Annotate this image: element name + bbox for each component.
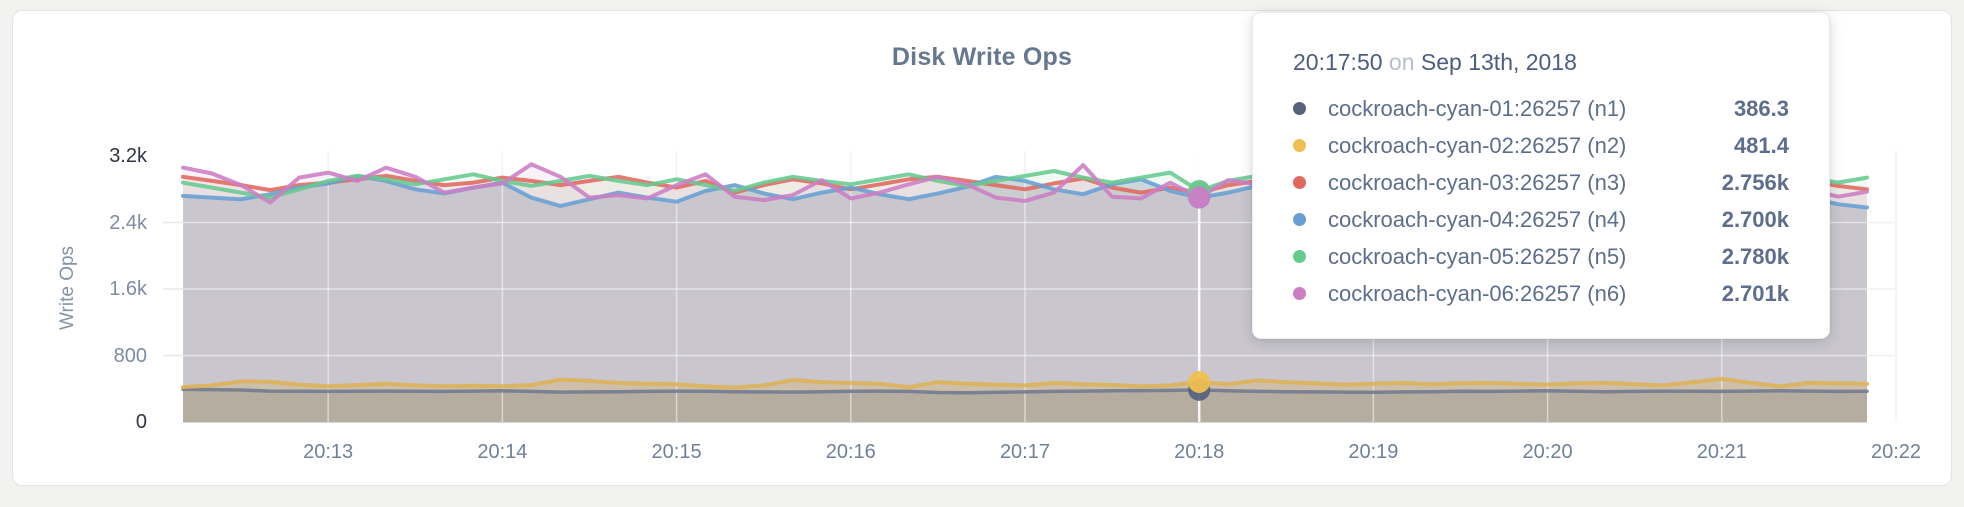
tooltip-series-name: cockroach-cyan-05:26257 (n5): [1328, 243, 1627, 269]
hover-point-dot: [1188, 370, 1211, 393]
x-tick-label: 20:22: [1870, 441, 1922, 463]
tooltip-row: cockroach-cyan-03:26257 (n3) 2.756k: [1293, 164, 1789, 201]
tooltip-series-name: cockroach-cyan-04:26257 (n4): [1328, 206, 1627, 232]
y-tick-label: 3.2k: [109, 145, 147, 167]
x-tick-label: 20:15: [651, 441, 702, 463]
tooltip-series-value: 2.756k: [1721, 169, 1789, 195]
y-tick-label: 2.4k: [109, 211, 147, 234]
series-color-dot-icon: [1293, 250, 1306, 263]
tooltip-row: cockroach-cyan-06:26257 (n6) 2.701k: [1293, 275, 1789, 312]
tooltip-on-word: on: [1388, 49, 1415, 75]
series-color-dot-icon: [1293, 213, 1306, 226]
x-tick-label: 20:20: [1522, 441, 1573, 463]
tooltip-series-value: 386.3: [1733, 95, 1789, 121]
series-color-dot-icon: [1293, 287, 1306, 300]
y-tick-label: 1.6k: [109, 278, 147, 300]
tooltip-time: 20:17:50: [1293, 49, 1383, 75]
tooltip-series-name: cockroach-cyan-03:26257 (n3): [1328, 169, 1627, 195]
x-tick-label: 20:19: [1348, 441, 1399, 463]
tooltip-header: 20:17:50 on Sep 13th, 2018: [1293, 49, 1789, 76]
tooltip-series-value: 2.701k: [1721, 280, 1789, 306]
tooltip-row: cockroach-cyan-05:26257 (n5) 2.780k: [1293, 238, 1789, 275]
tooltip-series-name: cockroach-cyan-02:26257 (n2): [1328, 132, 1627, 158]
x-tick-label: 20:17: [999, 441, 1050, 463]
tooltip-row: cockroach-cyan-02:26257 (n2) 481.4: [1293, 127, 1789, 164]
tooltip-row: cockroach-cyan-01:26257 (n1) 386.3: [1293, 90, 1789, 127]
tooltip-series-value: 2.780k: [1721, 243, 1789, 269]
series-line: [181, 387, 1869, 395]
x-tick-label: 20:21: [1696, 441, 1747, 463]
tooltip-date: Sep 13th, 2018: [1420, 49, 1577, 75]
series-color-dot-icon: [1293, 139, 1306, 152]
chart-title: Disk Write Ops: [891, 43, 1073, 71]
tooltip-rows: cockroach-cyan-01:26257 (n1) 386.3 cockroa…: [1293, 90, 1789, 312]
hover-tooltip: 20:17:50 on Sep 13th, 2018 cockroach-cya…: [1252, 12, 1830, 339]
hover-point-dot: [1188, 186, 1211, 209]
x-tick-label: 20:18: [1174, 441, 1225, 463]
tooltip-series-value: 481.4: [1733, 132, 1789, 158]
tooltip-row: cockroach-cyan-04:26257 (n4) 2.700k: [1293, 201, 1789, 238]
x-tick-label: 20:14: [477, 441, 528, 463]
series-line: [181, 376, 1869, 390]
series-color-dot-icon: [1293, 102, 1306, 115]
tooltip-series-value: 2.700k: [1721, 206, 1789, 232]
tooltip-series-name: cockroach-cyan-06:26257 (n6): [1328, 280, 1627, 306]
tooltip-series-name: cockroach-cyan-01:26257 (n1): [1328, 95, 1627, 121]
x-tick-label: 20:13: [303, 441, 354, 463]
x-tick-label: 20:16: [825, 441, 876, 463]
y-tick-label: 800: [113, 344, 147, 367]
y-tick-label: 0: [135, 411, 147, 433]
series-color-dot-icon: [1293, 176, 1306, 189]
